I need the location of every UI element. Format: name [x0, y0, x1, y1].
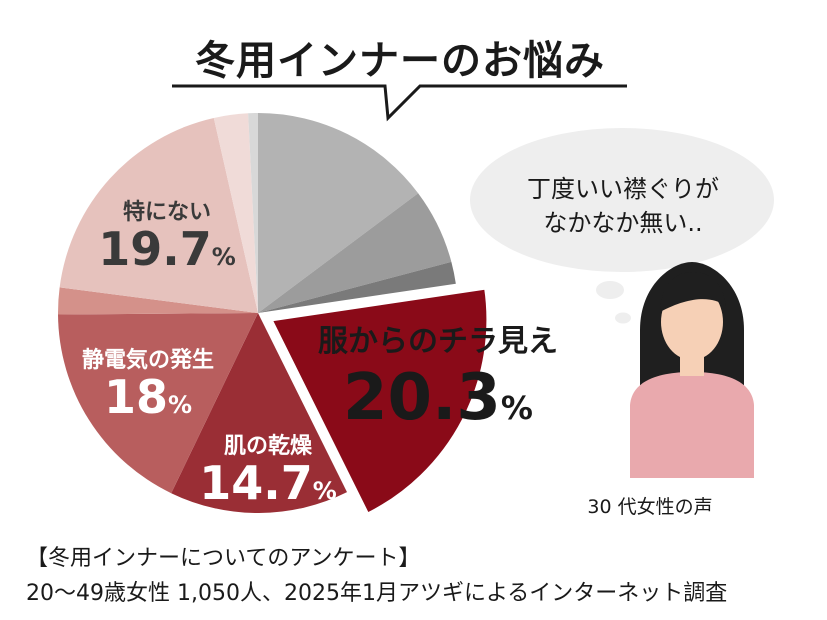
pie-slice-0 [258, 113, 419, 313]
label-static-value: 18 [103, 370, 168, 424]
label-dry-skin: 肌の乾燥 14.7% [188, 428, 348, 506]
label-static: 静電気の発生 18% [58, 342, 238, 420]
label-static-unit: % [167, 391, 193, 419]
pie-slice-6 [58, 287, 258, 315]
pie-slice-2 [258, 261, 456, 313]
pie-slice-9 [248, 113, 258, 313]
pie-chart [58, 113, 491, 518]
footer-survey-title: 【冬用インナーについてのアンケート】 [26, 546, 421, 571]
chart-title: 冬用インナーのお悩み [195, 38, 605, 84]
speech-bubble-text: 丁度いい襟ぐりが なかなか無い.. [498, 172, 748, 240]
label-none-unit: % [211, 243, 236, 271]
label-none-value: 19.7 [98, 222, 212, 276]
pie-slice-8 [213, 113, 258, 313]
pie-slice-5 [58, 313, 259, 494]
label-see-through-unit: % [500, 389, 533, 427]
footer-survey-details: 20～49歳女性 1,050人、2025年1月アツギによるインターネット調査 [26, 581, 728, 606]
label-none: 特にない 19.7% [82, 194, 252, 272]
label-see-through: 服からのチラ見え 20.3% [298, 316, 578, 430]
pie-slice-1 [258, 193, 452, 313]
label-static-name: 静電気の発生 [81, 348, 214, 373]
label-dry-skin-value: 14.7 [199, 456, 313, 510]
label-none-name: 特にない [122, 200, 211, 225]
pie-slice-3 [267, 285, 491, 518]
label-dry-skin-unit: % [312, 477, 337, 505]
label-see-through-value: 20.3 [343, 361, 501, 435]
thought-bubble [470, 128, 774, 324]
speech-line-1: 丁度いい襟ぐりが [527, 175, 719, 203]
pie-slice-7 [59, 117, 258, 314]
label-see-through-name: 服からのチラ見え [318, 324, 558, 359]
woman-avatar-icon [630, 262, 754, 478]
label-dry-skin-name: 肌の乾燥 [223, 434, 312, 459]
person-caption: 30 代女性の声 [587, 496, 713, 518]
speech-line-2: なかなか無い.. [543, 209, 703, 237]
title-underline [172, 84, 627, 122]
pie-slice-4 [171, 313, 348, 513]
